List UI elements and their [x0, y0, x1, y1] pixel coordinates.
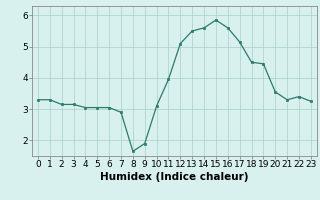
X-axis label: Humidex (Indice chaleur): Humidex (Indice chaleur): [100, 172, 249, 182]
